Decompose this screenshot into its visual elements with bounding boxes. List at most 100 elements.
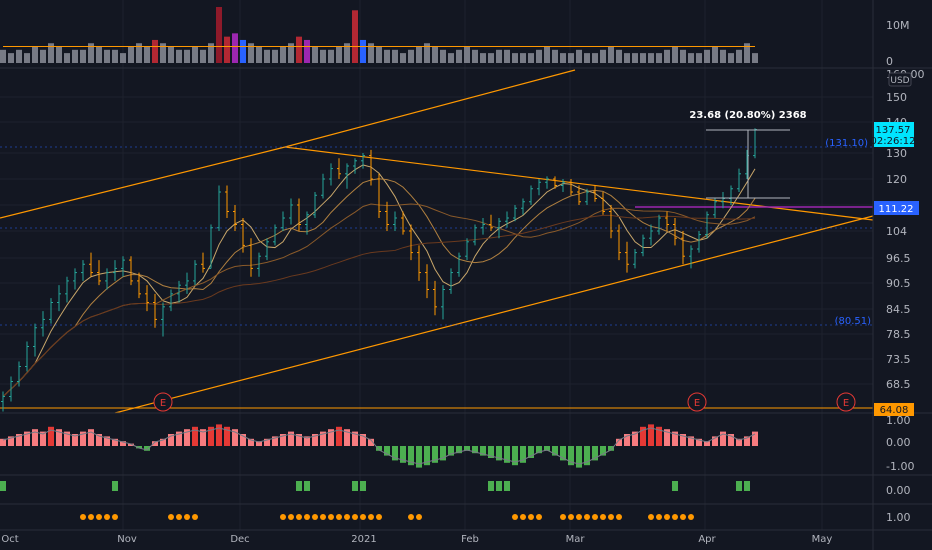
volume-bar [744,43,750,63]
volume-bar [368,43,374,63]
volume-bar [504,49,510,63]
earnings-marker [687,392,707,412]
oscillator-bar [552,446,558,456]
volume-bar [624,53,630,63]
volume-bar [280,46,286,63]
dot-marker [176,514,182,520]
volume-bar [8,53,14,63]
oscillator-bar [696,438,702,446]
volume-bar [312,46,318,63]
volume-bar [608,46,614,63]
oscillator-bar [24,431,30,446]
volume-bar [200,49,206,63]
signal-bar [488,481,494,491]
oscillator-bar [80,431,86,446]
signal-bar [0,481,6,491]
volume-bar [112,49,118,63]
oscillator-bar [528,446,534,458]
price-tick-label: 68.5 [886,378,911,391]
oscillator-bar [648,424,654,446]
volume-bar [328,49,334,63]
price-tick-label: 78.5 [886,328,911,341]
volume-bar [560,53,566,63]
oscillator-bar [640,426,646,446]
price-tick-label: 150 [886,91,907,104]
oscillator-tick-label: 0.00 [886,436,911,449]
oscillator-bar [704,441,710,446]
volume-bar [72,49,78,63]
oscillator-bar [728,434,734,446]
time-axis[interactable]: Oct Nov Dec 2021 Feb Mar Apr May [1,534,832,545]
oscillator-bar [376,446,382,451]
currency-box[interactable] [888,72,912,87]
dot-marker [368,514,374,520]
high-label: (131.10) [825,138,868,149]
volume-bar [440,49,446,63]
volume-bar [520,53,526,63]
oscillator-signal-line [2,427,756,465]
ascending-trendline [114,215,874,414]
oscillator-bar [688,436,694,446]
grid-lines [0,0,873,530]
volume-bar [696,53,702,63]
oscillator-bar [320,431,326,446]
oscillator-bar [288,431,294,446]
volume-bar [264,49,270,63]
volume-bar [320,49,326,63]
volume-bar [448,53,454,63]
descending-trendline [284,146,874,221]
oscillator-bar [712,436,718,446]
oscillator-tick-label: 1.00 [886,414,911,427]
oscillator-bar [240,434,246,446]
oscillator-bar [48,426,54,446]
price-tick-label: 96.5 [886,252,911,265]
date-label: Nov [117,534,137,545]
volume-bar [232,33,238,63]
oscillator-bar [168,434,174,446]
level-tag-value: 111.22 [879,204,914,215]
dots-pane [80,514,694,520]
dot-marker [576,514,582,520]
currency-label: USD [890,76,909,86]
oscillator-bar [560,446,566,461]
volume-bar [616,49,622,63]
signal-pane [0,481,750,491]
signal-tick-label: 0.00 [886,484,911,497]
volume-bar [184,49,190,63]
dot-marker [416,514,422,520]
volume-bar [528,53,534,63]
oscillator-bar [256,441,262,446]
dot-marker [288,514,294,520]
volume-bar [192,46,198,63]
volume-bar [384,49,390,63]
date-label: May [812,534,833,545]
oscillator-bar [264,438,270,446]
oscillator-pane [0,424,758,468]
oscillator-bar [576,446,582,468]
volume-tick-label: 10M [886,19,910,32]
volume-bar [16,49,22,63]
volume-bar [688,53,694,63]
dot-marker [336,514,342,520]
signal-bar [736,481,742,491]
oscillator-bar [520,446,526,463]
oscillator-bar [200,429,206,446]
oscillator-bar [344,429,350,446]
dot-marker [600,514,606,520]
oscillator-bar [304,436,310,446]
oscillator-bar [416,446,422,468]
dot-marker [344,514,350,520]
volume-bar [544,46,550,63]
price-axis[interactable]: 15014013012011210496.590.584.578.573.568… [886,19,925,524]
volume-bar [24,53,30,63]
volume-bar [512,53,518,63]
oscillator-bar [400,446,406,463]
oscillator-bar [632,431,638,446]
volume-bar [240,39,246,63]
dot-marker [688,514,694,520]
low-label: (80.51) [835,316,872,327]
oscillator-bar [232,429,238,446]
volume-tick-label: 0 [886,55,893,68]
oscillator-bar [144,446,150,451]
